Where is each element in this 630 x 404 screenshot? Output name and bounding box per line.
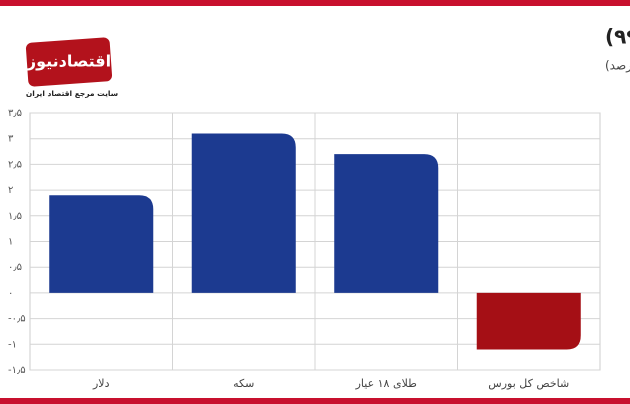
y-tick-label: ۱ <box>8 237 13 248</box>
bar <box>191 133 296 293</box>
y-tick-label: -۱٫۵ <box>8 365 26 376</box>
y-tick-label: ۲ <box>8 185 13 196</box>
y-tick-label: ۰٫۵ <box>8 262 22 273</box>
bar <box>334 154 439 293</box>
logo-badge <box>25 37 113 87</box>
x-tick-label: دلار <box>92 377 110 390</box>
bottom-band <box>0 398 630 404</box>
y-tick-label: -۰٫۵ <box>8 314 26 325</box>
x-tick-label: طلای ۱۸ عیار <box>355 377 418 390</box>
top-band <box>0 0 630 6</box>
logo: اقتصادنیوز سایت مرجع اقتصاد ایران <box>25 37 118 101</box>
y-tick-label: ۱٫۵ <box>8 211 22 222</box>
bar <box>476 292 581 350</box>
y-tick-label: ۳ <box>8 134 14 145</box>
x-tick-label: سکه <box>233 377 254 390</box>
chart-title: | بازدهی بازارها (دوشنبه ۲۱ مهر ۹۹) <box>605 25 630 49</box>
logo-tag-bg <box>27 87 117 101</box>
logo-tagline: سایت مرجع اقتصاد ایران <box>26 89 118 98</box>
y-tick-label: ۳٫۵ <box>8 108 22 119</box>
logo-name: اقتصادنیوز <box>26 52 111 71</box>
x-tick-label: شاخص کل بورس <box>488 377 569 390</box>
y-tick-label: -۱ <box>8 339 17 350</box>
y-tick-label: ۰ <box>8 288 13 299</box>
chart-subtitle: (واحد: درصد) <box>605 59 630 74</box>
bar <box>49 195 154 293</box>
y-tick-label: ۲٫۵ <box>8 159 22 170</box>
